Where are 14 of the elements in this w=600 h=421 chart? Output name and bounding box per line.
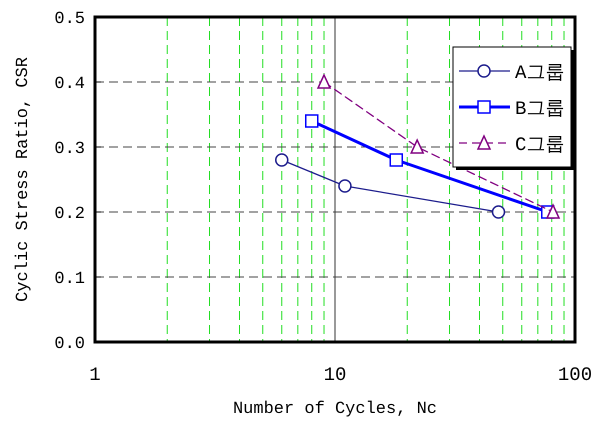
legend-label: C그룹 bbox=[515, 134, 564, 156]
legend-label: B그룹 bbox=[515, 98, 564, 120]
y-tick-label: 0.3 bbox=[54, 140, 85, 159]
x-axis-title: Number of Cycles, Nc bbox=[232, 400, 438, 419]
y-tick-label: 0.2 bbox=[54, 205, 85, 224]
x-tick-label: 100 bbox=[558, 364, 592, 386]
y-tick-label: 0.1 bbox=[54, 270, 85, 289]
y-axis-title: Cyclic Stress Ratio, CSR bbox=[14, 57, 33, 302]
legend-label: A그룹 bbox=[515, 62, 564, 84]
y-tick-label: 0.0 bbox=[54, 335, 85, 354]
x-tick-label: 10 bbox=[324, 364, 346, 386]
y-tick-label: 0.5 bbox=[54, 10, 85, 29]
y-tick-label: 0.4 bbox=[54, 75, 85, 94]
x-tick-label: 1 bbox=[89, 364, 101, 386]
